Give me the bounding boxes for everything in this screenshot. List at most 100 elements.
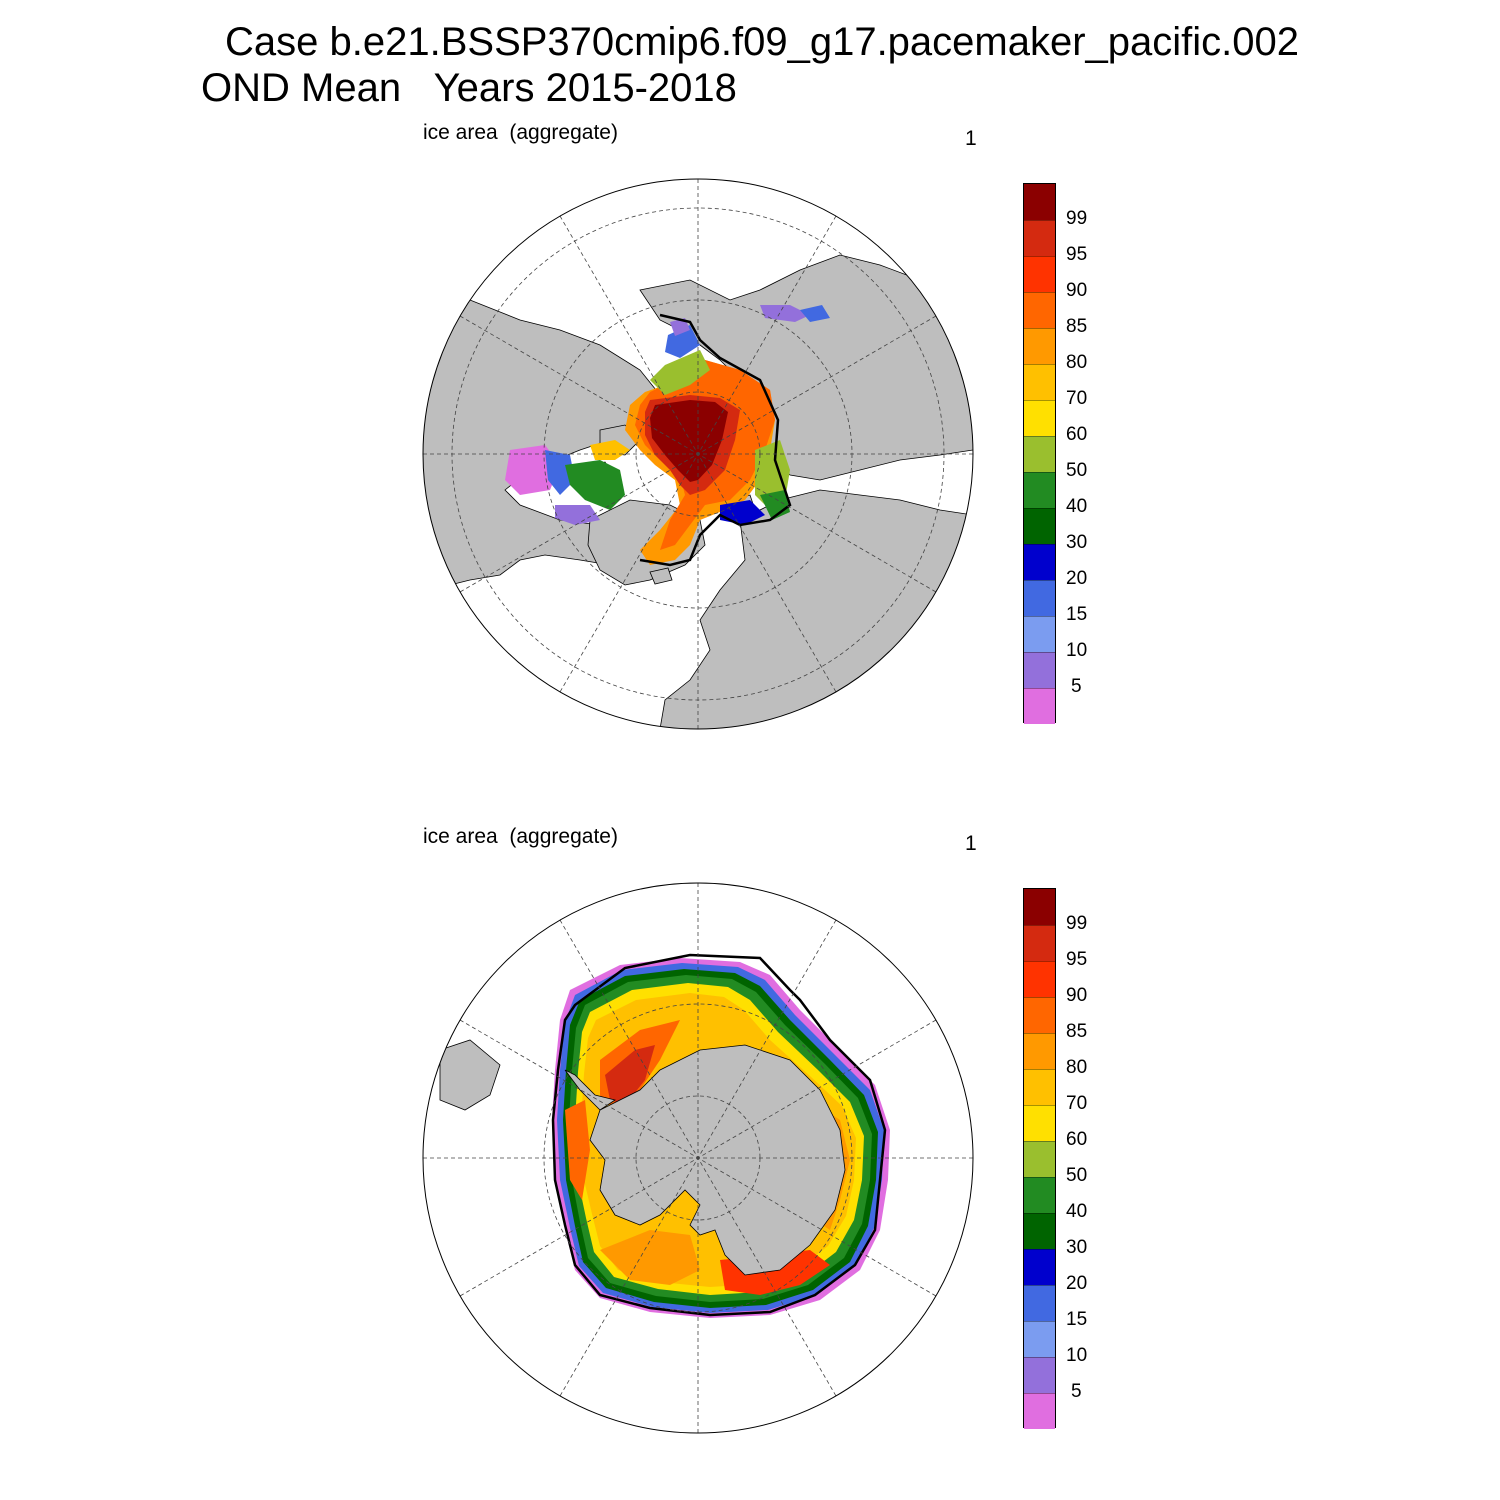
colorbar-north-divider: [1024, 436, 1055, 437]
colorbar-north-tick-label: 40: [1066, 496, 1088, 517]
colorbar-south-segment: [1024, 1213, 1055, 1249]
colorbar-south-segment: [1024, 1357, 1055, 1393]
colorbar-north-segment: [1024, 292, 1055, 328]
panel-south-label: ice area (aggregate): [423, 825, 618, 848]
colorbar-north-tick-label: 70: [1066, 388, 1088, 409]
colorbar-north-divider: [1024, 652, 1055, 653]
colorbar-south-segment: [1024, 1393, 1055, 1429]
colorbar-south-divider: [1024, 1141, 1055, 1142]
colorbar-north-divider: [1024, 472, 1055, 473]
colorbar-north-divider: [1024, 328, 1055, 329]
colorbar-north-divider: [1024, 616, 1055, 617]
colorbar-south-segment: [1024, 1249, 1055, 1285]
colorbar-south-tick-label: 30: [1066, 1237, 1088, 1258]
colorbar-north-tick-label: 85: [1066, 316, 1088, 337]
colorbar-north-segment: [1024, 616, 1055, 652]
north-ice-edge-contour: [639, 313, 792, 567]
panel-north-number: 1: [965, 127, 977, 150]
colorbar-south-segment: [1024, 889, 1055, 925]
colorbar-north-tick-label: 90: [1066, 280, 1088, 301]
colorbar-south: [1023, 888, 1056, 1429]
colorbar-north-divider: [1024, 508, 1055, 509]
colorbar-south-segment: [1024, 1069, 1055, 1105]
colorbar-north-segment: [1024, 580, 1055, 616]
south-ice-edge-contour: [551, 953, 887, 1317]
colorbar-north-divider: [1024, 292, 1055, 293]
colorbar-south-segment: [1024, 1141, 1055, 1177]
panel-south-number: 1: [965, 832, 977, 855]
north-sea-ice: [505, 305, 830, 565]
colorbar-south-tick-label: 15: [1066, 1309, 1088, 1330]
colorbar-south-segment: [1024, 925, 1055, 961]
colorbar-north-tick-label: 10: [1066, 640, 1088, 661]
figure-title-line1: Case b.e21.BSSP370cmip6.f09_g17.pacemake…: [225, 20, 1300, 64]
colorbar-south-segment: [1024, 1285, 1055, 1321]
colorbar-north-divider: [1024, 688, 1055, 689]
colorbar-north-divider: [1024, 220, 1055, 221]
colorbar-south-segment: [1024, 997, 1055, 1033]
colorbar-north-segment: [1024, 220, 1055, 256]
colorbar-south-divider: [1024, 1069, 1055, 1070]
colorbar-south-divider: [1024, 1393, 1055, 1394]
antarctica-land: [589, 1044, 846, 1276]
colorbar-north-tick-label: 95: [1066, 244, 1088, 265]
colorbar-south-segment: [1024, 1321, 1055, 1357]
colorbar-north-segment: [1024, 652, 1055, 688]
colorbar-south-tick-label: 70: [1066, 1093, 1088, 1114]
colorbar-north-segment: [1024, 256, 1055, 292]
antarctic-peninsula: [564, 1069, 616, 1111]
colorbar-south-divider: [1024, 1105, 1055, 1106]
colorbar-south-tick-label: 95: [1066, 949, 1088, 970]
colorbar-north-segment: [1024, 436, 1055, 472]
colorbar-south-tick-label: 5: [1071, 1381, 1082, 1402]
colorbar-south-divider: [1024, 1033, 1055, 1034]
colorbar-north-divider: [1024, 400, 1055, 401]
colorbar-north-segment: [1024, 544, 1055, 580]
colorbar-south-tick-label: 20: [1066, 1273, 1088, 1294]
colorbar-north-segment: [1024, 400, 1055, 436]
colorbar-north-segment: [1024, 184, 1055, 220]
colorbar-south-divider: [1024, 1177, 1055, 1178]
south-graticule: [423, 883, 973, 1433]
colorbar-south-divider: [1024, 1249, 1055, 1250]
colorbar-south-segment: [1024, 1177, 1055, 1213]
colorbar-south-tick-label: 99: [1066, 913, 1088, 934]
colorbar-north-segment: [1024, 328, 1055, 364]
colorbar-south-divider: [1024, 997, 1055, 998]
north-graticule: [423, 179, 973, 729]
colorbar-south-tick-label: 80: [1066, 1057, 1088, 1078]
figure-title-line2: OND Mean Years 2015-2018: [201, 66, 737, 110]
colorbar-north-divider: [1024, 580, 1055, 581]
south-america-land: [439, 1039, 501, 1111]
colorbar-north-segment: [1024, 508, 1055, 544]
colorbar-north-segment: [1024, 364, 1055, 400]
colorbar-south-divider: [1024, 961, 1055, 962]
colorbar-south-divider: [1024, 1213, 1055, 1214]
colorbar-south-divider: [1024, 1357, 1055, 1358]
colorbar-south-divider: [1024, 1285, 1055, 1286]
colorbar-north-tick-label: 80: [1066, 352, 1088, 373]
colorbar-north-segment: [1024, 688, 1055, 724]
south-map-border: [422, 882, 974, 1434]
north-polar-map: [423, 179, 973, 729]
colorbar-south-tick-label: 90: [1066, 985, 1088, 1006]
panel-north-label: ice area (aggregate): [423, 121, 618, 144]
colorbar-north-tick-label: 15: [1066, 604, 1088, 625]
colorbar-north-tick-label: 30: [1066, 532, 1088, 553]
colorbar-north-tick-label: 99: [1066, 208, 1088, 229]
colorbar-south-tick-label: 60: [1066, 1129, 1088, 1150]
colorbar-north-divider: [1024, 544, 1055, 545]
north-map-border: [422, 178, 974, 730]
colorbar-north-tick-label: 5: [1071, 676, 1082, 697]
colorbar-south-segment: [1024, 1033, 1055, 1069]
colorbar-south-tick-label: 10: [1066, 1345, 1088, 1366]
south-polar-map: [423, 883, 973, 1433]
colorbar-south-tick-label: 50: [1066, 1165, 1088, 1186]
colorbar-north-divider: [1024, 364, 1055, 365]
colorbar-north-divider: [1024, 256, 1055, 257]
colorbar-south-segment: [1024, 1105, 1055, 1141]
colorbar-north-tick-label: 20: [1066, 568, 1088, 589]
colorbar-north: [1023, 183, 1056, 724]
colorbar-south-tick-label: 40: [1066, 1201, 1088, 1222]
